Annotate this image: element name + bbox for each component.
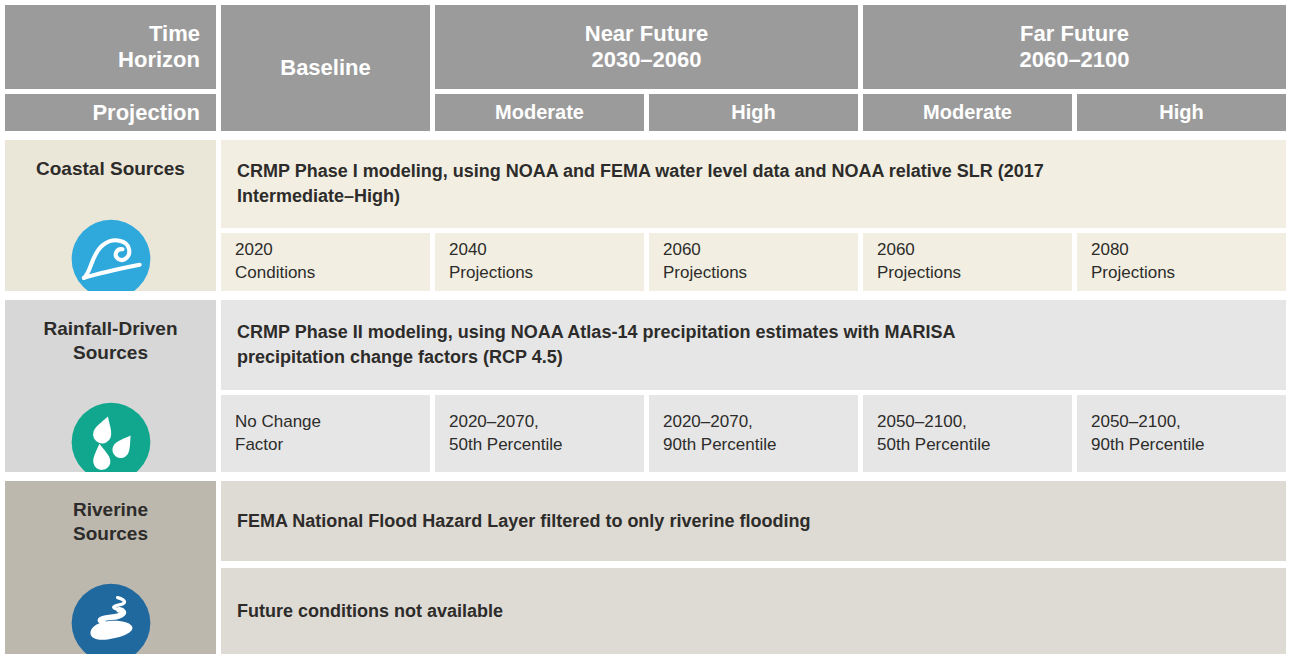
riverine-label-cell: Riverine Sources bbox=[5, 481, 216, 654]
coastal-far-moderate-cell: 2060 Projections bbox=[863, 233, 1072, 291]
coastal-near-high-cell: 2060 Projections bbox=[649, 233, 858, 291]
coastal-label-cell: Coastal Sources bbox=[5, 140, 216, 291]
near-high-header: High bbox=[649, 94, 858, 131]
projection-header: Projection bbox=[5, 94, 216, 131]
time-horizon-table: Time Horizon Baseline Near Future 2030–2… bbox=[0, 0, 1290, 669]
coastal-row: Coastal Sources CRMP Phase I modeling, u… bbox=[5, 140, 1286, 291]
rainfall-near-high-cell: 2020–2070, 90th Percentile bbox=[649, 395, 858, 472]
far-high-header: High bbox=[1077, 94, 1286, 131]
raindrops-icon bbox=[70, 378, 152, 460]
coastal-description: CRMP Phase I modeling, using NOAA and FE… bbox=[237, 159, 1117, 209]
baseline-header: Baseline bbox=[221, 5, 430, 131]
rainfall-label: Rainfall-Driven Sources bbox=[43, 317, 177, 365]
riverine-description-cell: FEMA National Flood Hazard Layer filtere… bbox=[221, 481, 1286, 561]
coastal-label: Coastal Sources bbox=[36, 157, 185, 181]
riverine-description: FEMA National Flood Hazard Layer filtere… bbox=[237, 509, 810, 534]
coastal-near-moderate-cell: 2040 Projections bbox=[435, 233, 644, 291]
riverine-future-text: Future conditions not available bbox=[237, 599, 503, 624]
far-moderate-header: Moderate bbox=[863, 94, 1072, 131]
riverine-future-cell: Future conditions not available bbox=[221, 568, 1286, 654]
rainfall-label-cell: Rainfall-Driven Sources bbox=[5, 300, 216, 472]
rainfall-far-moderate-cell: 2050–2100, 50th Percentile bbox=[863, 395, 1072, 472]
riverine-label: Riverine Sources bbox=[73, 498, 148, 546]
rainfall-near-moderate-cell: 2020–2070, 50th Percentile bbox=[435, 395, 644, 472]
table-header: Time Horizon Baseline Near Future 2030–2… bbox=[5, 5, 1286, 131]
coastal-baseline-cell: 2020 Conditions bbox=[221, 233, 430, 291]
rainfall-baseline-cell: No Change Factor bbox=[221, 395, 430, 472]
near-future-header: Near Future 2030–2060 bbox=[435, 5, 858, 89]
rainfall-row: Rainfall-Driven Sources CRMP Phase II mo… bbox=[5, 300, 1286, 472]
riverine-row: Riverine Sources FEMA National Flood Haz… bbox=[5, 481, 1286, 654]
river-icon bbox=[70, 559, 152, 641]
wave-icon bbox=[70, 194, 152, 276]
coastal-far-high-cell: 2080 Projections bbox=[1077, 233, 1286, 291]
rainfall-description: CRMP Phase II modeling, using NOAA Atlas… bbox=[237, 320, 1047, 370]
rainfall-description-cell: CRMP Phase II modeling, using NOAA Atlas… bbox=[221, 300, 1286, 390]
rainfall-far-high-cell: 2050–2100, 90th Percentile bbox=[1077, 395, 1286, 472]
time-horizon-header: Time Horizon bbox=[5, 5, 216, 89]
near-moderate-header: Moderate bbox=[435, 94, 644, 131]
far-future-header: Far Future 2060–2100 bbox=[863, 5, 1286, 89]
coastal-description-cell: CRMP Phase I modeling, using NOAA and FE… bbox=[221, 140, 1286, 228]
